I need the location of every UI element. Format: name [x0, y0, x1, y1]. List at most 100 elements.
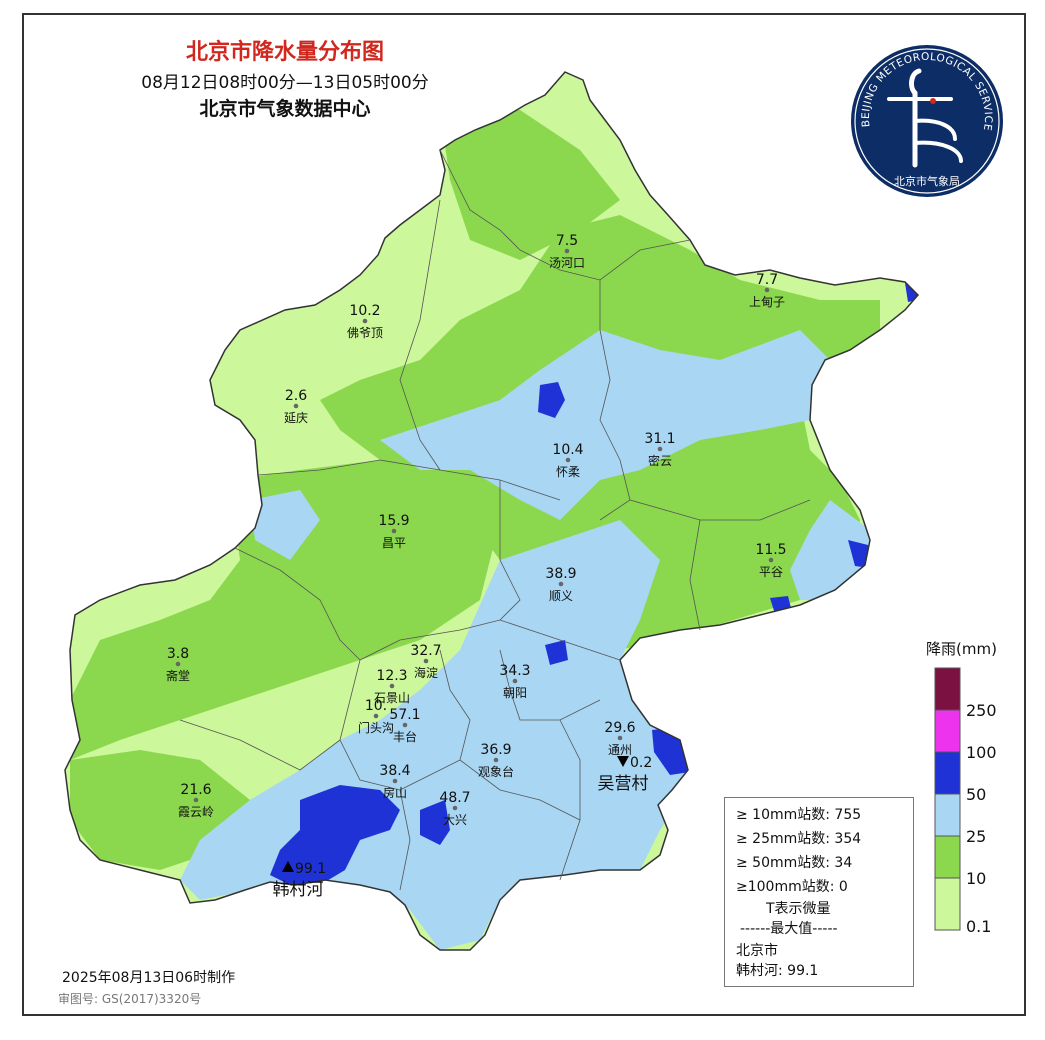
station-name: 海淀: [414, 665, 438, 680]
station-layer: 7.5 汤河口 7.7 上甸子 10.2 佛爷顶 2.6 延庆 10.4 怀柔 31.1 密云 15.9…: [166, 233, 787, 900]
station-name: 大兴: [443, 813, 467, 827]
station-value: 32.7: [410, 643, 441, 659]
svg-text:北京市气象局: 北京市气象局: [894, 174, 960, 188]
station-dot: [768, 557, 774, 563]
station-name: 佛爷顶: [347, 326, 383, 340]
stats-100mm: ≥100mm站数: 0: [736, 879, 848, 895]
station-marker: 31.1 密云: [644, 431, 675, 468]
station-marker: 57.1 丰台: [389, 707, 420, 744]
station-marker: 15.9 昌平: [378, 513, 409, 550]
meteorological-service-logo: BEIJING METEOROLOGICAL SERVICE 北京市气象局: [851, 45, 1003, 197]
station-name: 怀柔: [556, 465, 580, 479]
station-name: 延庆: [284, 411, 308, 425]
station-marker: 11.5 平谷: [755, 542, 786, 579]
station-value: 3.8: [167, 646, 189, 662]
legend-swatch-100: [934, 709, 961, 753]
legend-swatch-10: [934, 835, 961, 879]
station-name: 朝阳: [503, 686, 527, 700]
station-dot: [392, 778, 398, 784]
legend-tick: 250: [966, 701, 997, 720]
map-source: 北京市气象数据中心: [199, 98, 371, 120]
station-name: 观象台: [478, 764, 514, 779]
rain-zone-25: [380, 330, 830, 520]
station-marker: 32.7 海淀: [410, 643, 441, 680]
legend-tick: 100: [966, 743, 997, 762]
map-period: 08月12日08时00分—13日05时00分: [141, 73, 429, 93]
station-dot: [452, 805, 458, 811]
station-value: 2.6: [285, 388, 307, 404]
station-dot: [293, 403, 299, 409]
rain-zone-25: [250, 490, 320, 560]
station-value: 38.4: [379, 763, 410, 779]
station-marker: 10.2 佛爷顶: [347, 303, 383, 340]
station-value: 36.9: [480, 742, 511, 758]
station-dot: [175, 661, 181, 667]
station-value: 10.4: [552, 442, 583, 458]
station-marker: 10.4 怀柔: [552, 442, 583, 479]
station-value: 57.1: [389, 707, 420, 723]
station-value: 99.1: [295, 861, 326, 877]
station-dot: [373, 713, 379, 719]
station-name: 韩村河: [273, 880, 324, 900]
station-value: 38.9: [545, 566, 576, 582]
station-marker: 48.7 大兴: [439, 790, 470, 827]
rain-zone-50: [420, 800, 450, 845]
max-station-icon: [617, 756, 629, 767]
station-name: 通州: [608, 743, 632, 757]
station-marker: 2.6 延庆: [284, 388, 308, 425]
station-dot: [402, 722, 408, 728]
station-value: 21.6: [180, 782, 211, 798]
stats-max-value: 韩村河: 99.1: [736, 963, 819, 979]
review-number: 审图号: GS(2017)3320号: [58, 992, 202, 1006]
station-dot: [389, 683, 395, 689]
station-dot: [512, 678, 518, 684]
station-name: 密云: [648, 453, 672, 468]
legend-tick: 50: [966, 785, 986, 804]
station-dot: [493, 757, 499, 763]
station-value: 11.5: [755, 542, 786, 558]
legend-swatch-25: [934, 793, 961, 837]
station-marker: 34.3 朝阳: [499, 663, 530, 700]
district-borders: [179, 149, 811, 891]
color-legend: 250 100 50 25 10 0.1: [934, 667, 997, 936]
station-name: 房山: [383, 785, 407, 800]
station-marker: 29.6 通州: [604, 720, 635, 757]
legend-swatch-250: [934, 667, 961, 711]
station-marker: 7.7 上甸子: [749, 272, 785, 309]
station-marker: 38.9 顺义: [545, 566, 576, 603]
legend-swatch-0-1: [934, 877, 961, 931]
station-name: 顺义: [549, 589, 573, 603]
station-name: 吴营村: [598, 774, 649, 794]
station-dot: [558, 581, 564, 587]
station-value: 31.1: [644, 431, 675, 447]
rain-zone-10: [440, 110, 620, 260]
station-value: 0.2: [630, 755, 652, 771]
rain-zone-50: [270, 785, 400, 885]
station-value: 15.9: [378, 513, 409, 529]
station-name: 丰台: [393, 729, 417, 744]
rain-zone-25: [790, 500, 870, 600]
legend-tick: 0.1: [966, 917, 991, 936]
station-marker: 12.3 石景山: [374, 668, 410, 705]
station-value: 10.2: [349, 303, 380, 319]
station-name: 门头沟: [358, 720, 394, 735]
station-name: 汤河口: [549, 256, 585, 270]
station-marker: 38.4 房山: [379, 763, 410, 800]
stats-max-region: 北京市: [736, 943, 778, 959]
legend-swatch-50: [934, 751, 961, 795]
station-dot: [764, 287, 770, 293]
station-name: 上甸子: [749, 295, 785, 309]
stats-10mm: ≥ 10mm站数: 755: [736, 807, 862, 823]
station-marker: 99.1 韩村河: [273, 861, 326, 900]
station-value: 7.7: [756, 272, 778, 288]
stats-max-header: ------最大值-----: [740, 921, 838, 937]
station-name: 斋堂: [166, 668, 190, 683]
station-dot: [423, 658, 429, 664]
stats-50mm: ≥ 50mm站数: 34: [736, 855, 853, 871]
station-dot: [565, 457, 571, 463]
station-marker: 0.2 吴营村: [598, 755, 653, 794]
station-dot: [564, 248, 570, 254]
station-marker: 3.8 斋堂: [166, 646, 190, 683]
station-dot: [391, 528, 397, 534]
